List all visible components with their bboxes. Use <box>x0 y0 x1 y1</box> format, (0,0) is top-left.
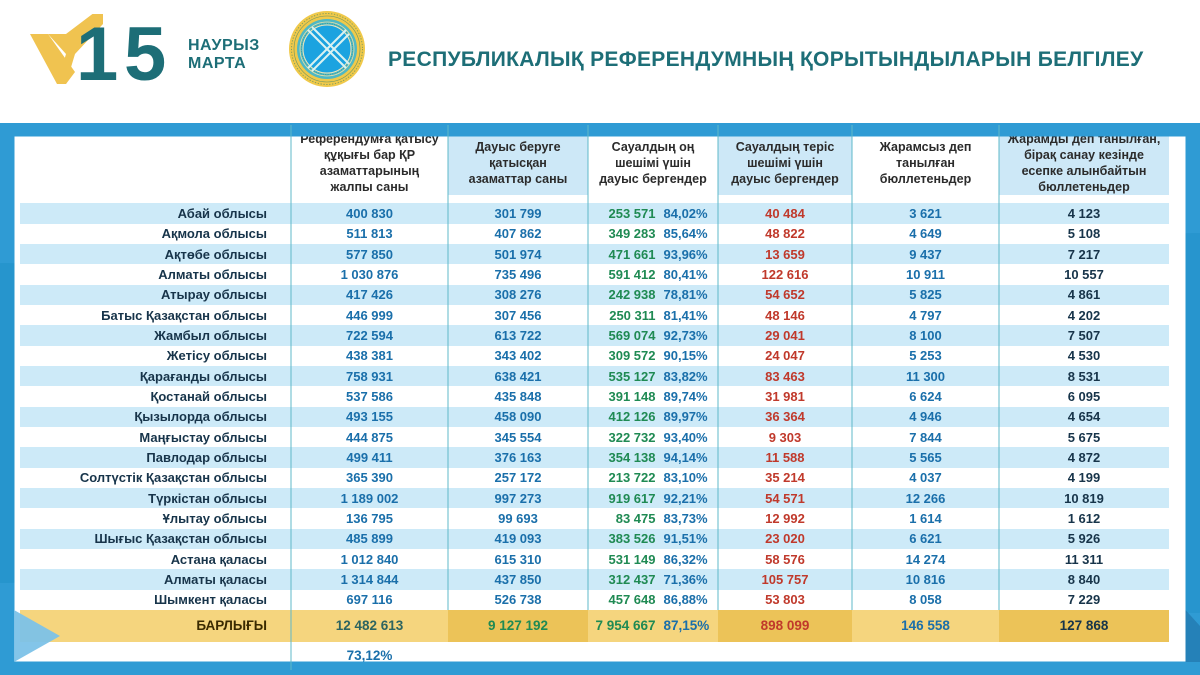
svg-text:5: 5 <box>124 14 166 89</box>
svg-text:1: 1 <box>76 14 118 89</box>
